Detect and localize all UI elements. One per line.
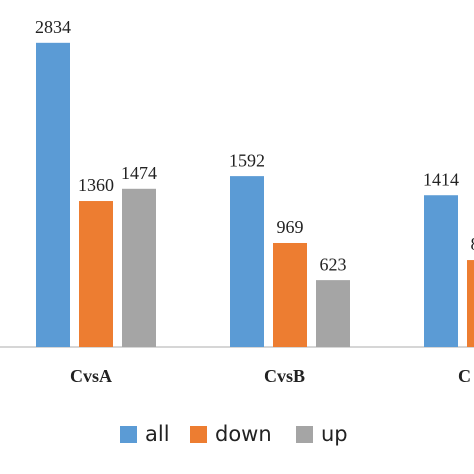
bar	[316, 280, 350, 347]
data-label: 1474	[121, 163, 157, 183]
legend-label: all	[145, 422, 170, 446]
legend-label: up	[321, 422, 348, 446]
legend-swatch	[120, 426, 137, 443]
legend-swatch	[296, 426, 313, 443]
legend-label: down	[215, 422, 272, 446]
bar	[424, 195, 458, 347]
bar	[230, 176, 264, 347]
bar	[122, 188, 156, 347]
data-label: 969	[277, 217, 304, 237]
x-tick-label: CvsA	[70, 366, 112, 386]
bar	[36, 42, 70, 348]
data-label: 1592	[229, 150, 265, 170]
x-tick-label: CvsB	[264, 366, 305, 386]
legend-swatch	[190, 426, 207, 443]
data-label: 810	[471, 234, 474, 254]
bar	[467, 260, 474, 347]
data-label: 1360	[78, 175, 114, 195]
bar	[273, 242, 307, 347]
x-tick-label: C	[458, 366, 471, 386]
data-label: 2834	[35, 17, 71, 37]
data-label: 623	[320, 254, 347, 274]
bar	[79, 201, 113, 347]
data-label: 1414	[423, 169, 459, 189]
